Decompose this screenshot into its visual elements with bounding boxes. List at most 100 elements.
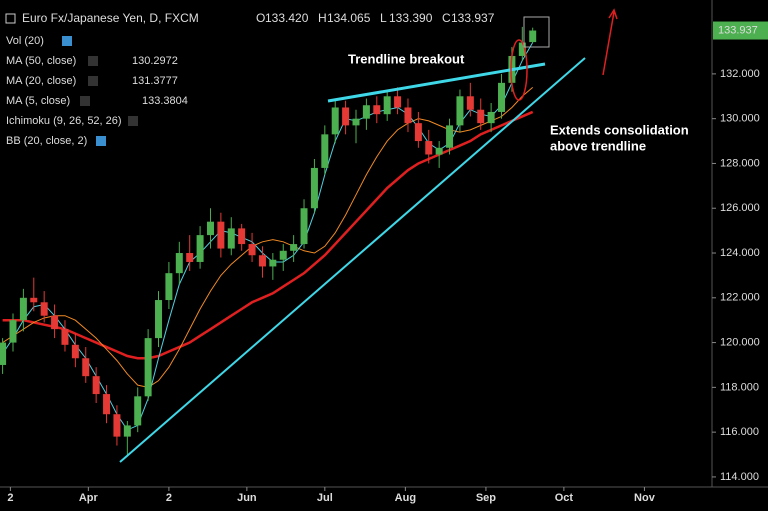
candle-body bbox=[425, 141, 433, 155]
candle-body bbox=[446, 125, 454, 148]
candle-body bbox=[331, 107, 339, 135]
candle-body bbox=[40, 302, 48, 316]
ohlc-prefix: L bbox=[380, 11, 387, 25]
x-tick-label: 2 bbox=[7, 492, 13, 504]
candle-body bbox=[103, 394, 111, 415]
candle-body bbox=[383, 96, 391, 115]
annotation: Trendline breakout bbox=[348, 51, 465, 66]
y-tick-label: 128.000 bbox=[720, 157, 760, 169]
candle-body bbox=[186, 253, 194, 262]
legend-icon[interactable] bbox=[88, 56, 98, 66]
candle-body bbox=[321, 134, 329, 168]
candle-body bbox=[404, 107, 412, 124]
legend-value: 133.3804 bbox=[142, 95, 188, 107]
ohlc-value: 133.390 bbox=[389, 11, 433, 25]
ohlc-value: 133.420 bbox=[265, 11, 309, 25]
candle-body bbox=[269, 259, 277, 267]
ma-line bbox=[2, 110, 534, 360]
x-tick-label: Oct bbox=[555, 492, 574, 504]
ohlc-prefix: O bbox=[256, 11, 265, 25]
x-tick-label: Aug bbox=[395, 492, 416, 504]
x-tick-label: Jun bbox=[237, 492, 257, 504]
candle-body bbox=[217, 221, 225, 249]
candle-body bbox=[310, 167, 318, 209]
candle-body bbox=[51, 315, 59, 330]
legend-value: 131.3777 bbox=[132, 75, 178, 87]
y-tick-label: 114.000 bbox=[720, 471, 759, 483]
candle-body bbox=[456, 96, 464, 126]
candle-body bbox=[9, 320, 17, 343]
legend-icon[interactable] bbox=[128, 116, 138, 126]
x-tick-label: Sep bbox=[476, 492, 496, 504]
candle-body bbox=[227, 228, 235, 249]
legend-item[interactable]: Vol (20) bbox=[6, 35, 44, 47]
ohlc-value: 133.937 bbox=[451, 11, 495, 25]
candle-body bbox=[290, 244, 298, 251]
ohlc-prefix: C bbox=[442, 11, 451, 25]
candle-body bbox=[61, 329, 69, 345]
y-tick-label: 118.000 bbox=[720, 381, 759, 393]
breakout-circle bbox=[510, 39, 528, 101]
legend-item[interactable]: MA (50, close) bbox=[6, 55, 76, 67]
candle-body bbox=[92, 376, 100, 395]
candle-body bbox=[82, 358, 90, 377]
y-tick-label: 124.000 bbox=[720, 247, 760, 259]
candle-body bbox=[279, 250, 287, 260]
legend-item[interactable]: MA (5, close) bbox=[6, 95, 70, 107]
price-label: 133.937 bbox=[718, 24, 758, 36]
candle-body bbox=[144, 338, 152, 397]
legend: Vol (20) MA (50, close) MA (20, close) M… bbox=[6, 35, 188, 147]
y-tick-label: 132.000 bbox=[720, 68, 760, 80]
candle-body bbox=[238, 228, 246, 245]
candle-body bbox=[352, 118, 360, 126]
ohlc: O 133.420 H 134.065 L 133.390 C 133.937 bbox=[256, 11, 495, 25]
candle-body bbox=[175, 253, 183, 274]
candle-body bbox=[487, 111, 495, 124]
ma-line bbox=[2, 86, 534, 388]
legend-item[interactable]: Ichimoku (9, 26, 52, 26) bbox=[6, 115, 122, 127]
legend-icon[interactable] bbox=[62, 36, 72, 46]
candle-body bbox=[258, 255, 266, 267]
axes: 114.000 116.000 118.000 120.000 122.000 124.0… bbox=[7, 21, 768, 504]
candle-body bbox=[498, 82, 506, 112]
resistance-trendline bbox=[327, 62, 546, 103]
candle-body bbox=[113, 414, 121, 437]
support-trendline bbox=[119, 57, 586, 463]
y-tick-label: 116.000 bbox=[720, 426, 759, 438]
candle-body bbox=[394, 96, 402, 108]
legend-value: 130.2972 bbox=[132, 55, 178, 67]
candle-body bbox=[477, 109, 485, 124]
candle-body bbox=[466, 96, 474, 110]
highlight-box bbox=[523, 16, 550, 48]
y-tick-label: 122.000 bbox=[720, 292, 760, 304]
collapse-icon[interactable] bbox=[5, 13, 16, 24]
candle-body bbox=[19, 297, 27, 321]
legend-icon[interactable] bbox=[80, 96, 90, 106]
candle-body bbox=[529, 30, 537, 43]
candle-body bbox=[248, 244, 256, 256]
arrow bbox=[602, 11, 615, 76]
arrow-head bbox=[608, 8, 618, 20]
y-tick-label: 126.000 bbox=[720, 202, 760, 214]
candle-body bbox=[300, 208, 308, 245]
candle-body bbox=[414, 123, 422, 142]
candle-body bbox=[342, 107, 350, 126]
x-tick-label: Jul bbox=[317, 492, 333, 504]
legend-icon[interactable] bbox=[96, 136, 106, 146]
x-tick-label: Apr bbox=[79, 492, 99, 504]
legend-icon[interactable] bbox=[88, 76, 98, 86]
price-label-box bbox=[713, 21, 768, 40]
y-tick-label: 130.000 bbox=[720, 113, 760, 125]
x-tick-label: 2 bbox=[166, 492, 172, 504]
candle-body bbox=[30, 297, 38, 303]
annotation: Extends consolidation bbox=[550, 122, 689, 137]
candle-body bbox=[165, 273, 173, 301]
legend-item[interactable]: BB (20, close, 2) bbox=[6, 135, 87, 147]
legend-item[interactable]: MA (20, close) bbox=[6, 75, 76, 87]
ma-lines bbox=[2, 42, 534, 431]
candle-body bbox=[196, 235, 204, 262]
ohlc-prefix: H bbox=[318, 11, 327, 25]
candle-body bbox=[206, 221, 214, 236]
candle-body bbox=[373, 105, 381, 115]
